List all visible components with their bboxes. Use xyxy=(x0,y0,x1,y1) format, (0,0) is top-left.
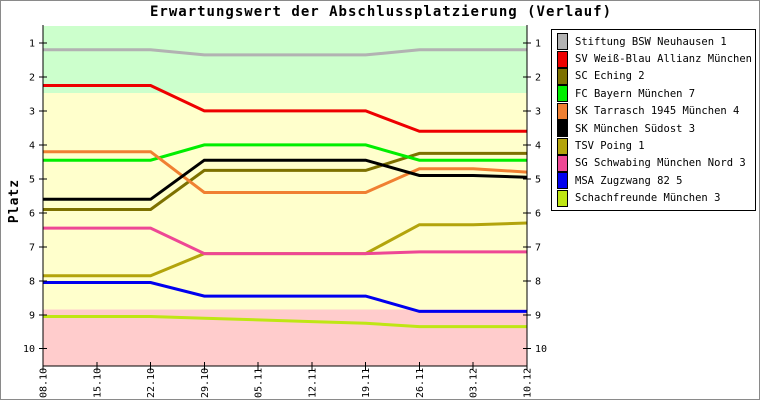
y-tick-label-right: 3 xyxy=(535,106,541,117)
series-line-7 xyxy=(43,226,527,256)
x-tick-label: 19.11 xyxy=(361,368,372,398)
y-tick-label-right: 4 xyxy=(535,140,541,151)
series-line-9 xyxy=(43,315,527,329)
y-tick-label-right: 7 xyxy=(535,242,541,253)
y-tick-label-left: 5 xyxy=(29,174,35,185)
legend-label: SK Tarrasch 1945 München 4 xyxy=(575,105,740,118)
legend-label: MSA Zugzwang 82 5 xyxy=(575,174,683,187)
y-tick-label-right: 6 xyxy=(535,208,541,219)
y-tick-label-left: 4 xyxy=(29,140,35,151)
legend-item: Stiftung BSW Neuhausen 1 xyxy=(557,33,755,51)
legend-label: SC Eching 2 xyxy=(575,70,645,83)
y-tick-label-right: 1 xyxy=(535,39,541,50)
legend-item: MSA Zugzwang 82 5 xyxy=(557,172,755,190)
x-tick-label: 29.10 xyxy=(200,368,211,398)
legend-item: Schachfreunde München 3 xyxy=(557,189,755,207)
series-line-1 xyxy=(43,84,527,133)
y-tick-label-left: 6 xyxy=(29,208,35,219)
series-line-0 xyxy=(43,48,527,57)
x-tick-label: 05.11 xyxy=(254,368,265,398)
legend-swatch xyxy=(557,67,568,85)
legend-item: SK München Südost 3 xyxy=(557,120,755,138)
y-tick-label-right: 2 xyxy=(535,72,541,83)
legend-swatch xyxy=(557,120,568,138)
x-tick-label: 10.12 xyxy=(523,368,534,398)
y-tick-label-left: 10 xyxy=(23,344,35,355)
series-line-3 xyxy=(43,143,527,162)
legend-label: FC Bayern München 7 xyxy=(575,87,696,100)
series-line-4 xyxy=(43,150,528,194)
legend-swatch xyxy=(557,50,568,68)
y-axis-label: Platz xyxy=(7,178,22,224)
legend-swatch xyxy=(557,137,568,155)
legend-item: TSV Poing 1 xyxy=(557,137,755,155)
y-tick-label-right: 9 xyxy=(535,310,541,321)
series-line-2 xyxy=(43,151,527,211)
y-tick-label-right: 8 xyxy=(535,276,541,287)
x-tick-label: 12.11 xyxy=(307,368,318,398)
legend-label: SV Weiß-Blau Allianz München 1 xyxy=(575,53,760,66)
series-line-8 xyxy=(43,281,527,313)
y-tick-label-right: 10 xyxy=(535,344,547,355)
legend-label: SK München Südost 3 xyxy=(575,122,696,135)
x-tick-label: 22.10 xyxy=(146,368,157,398)
legend-swatch xyxy=(557,85,568,103)
legend-item: SG Schwabing München Nord 3 xyxy=(557,154,755,172)
legend-swatch xyxy=(557,33,568,51)
series-line-5 xyxy=(43,158,528,201)
band-top-zone xyxy=(43,26,527,93)
legend-swatch xyxy=(557,102,568,120)
legend: Stiftung BSW Neuhausen 1 SV Weiß-Blau All… xyxy=(551,29,759,211)
x-tick-label: 03.12 xyxy=(469,368,480,398)
legend-item: SK Tarrasch 1945 München 4 xyxy=(557,102,755,120)
legend-swatch xyxy=(557,172,568,190)
y-tick-label-left: 2 xyxy=(29,72,35,83)
legend-label: TSV Poing 1 xyxy=(575,140,645,153)
legend-swatch xyxy=(557,189,568,207)
axis-frame xyxy=(42,25,528,367)
band-bottom-zone xyxy=(43,309,527,366)
y-tick-label-left: 7 xyxy=(29,242,35,253)
legend-label: Schachfreunde München 3 xyxy=(575,192,721,205)
legend-item: FC Bayern München 7 xyxy=(557,85,755,103)
legend-item: SC Eching 2 xyxy=(557,67,755,85)
y-tick-label-left: 1 xyxy=(29,39,35,50)
legend-item: SV Weiß-Blau Allianz München 1 xyxy=(557,50,759,68)
y-tick-label-left: 9 xyxy=(29,310,35,321)
legend-label: SG Schwabing München Nord 3 xyxy=(575,157,746,170)
y-tick-label-left: 3 xyxy=(29,106,35,117)
chart-title: Erwartungswert der Abschlussplatzierung … xyxy=(149,4,612,20)
x-tick-label: 26.11 xyxy=(415,368,426,398)
y-tick-label-left: 8 xyxy=(29,276,35,287)
legend-swatch xyxy=(557,154,568,172)
legend-label: Stiftung BSW Neuhausen 1 xyxy=(575,35,727,48)
x-tick-label: 08.10 xyxy=(39,368,50,398)
y-tick-label-right: 5 xyxy=(535,174,541,185)
x-tick-label: 15.10 xyxy=(92,368,103,398)
band-middle-zone xyxy=(43,92,527,310)
